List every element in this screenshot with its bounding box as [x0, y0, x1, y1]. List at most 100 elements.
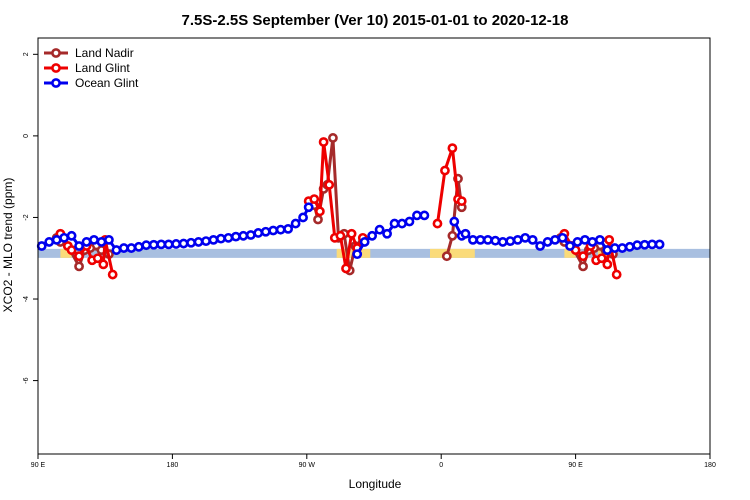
data-point: [565, 241, 575, 251]
data-point: [81, 237, 92, 247]
data-point: [468, 234, 478, 245]
data-point: [44, 237, 55, 247]
legend-label: Land Nadir: [75, 46, 134, 60]
data-point: [66, 230, 77, 241]
data-point: [602, 245, 613, 255]
data-point: [412, 210, 422, 221]
data-point: [163, 239, 174, 250]
data-point: [238, 230, 249, 241]
chart-title: 7.5S-2.5S September (Ver 10) 2015-01-01 …: [182, 12, 569, 29]
data-point: [223, 232, 234, 243]
data-point: [587, 237, 598, 247]
data-point: [104, 234, 114, 245]
data-point: [201, 236, 211, 247]
data-point: [303, 202, 314, 213]
data-point: [482, 234, 493, 245]
x-axis-label: Longitude: [349, 477, 402, 491]
data-point: [245, 230, 256, 240]
data-point: [647, 239, 658, 250]
data-point: [275, 224, 286, 235]
data-point: [419, 210, 430, 221]
data-point: [578, 261, 588, 272]
data-point: [313, 214, 323, 225]
y-tick-label: 0: [23, 134, 30, 138]
legend-marker: [51, 78, 61, 88]
data-point: [92, 253, 103, 264]
x-tick-label: 180: [167, 462, 179, 469]
x-tick-label: 180: [704, 462, 716, 469]
data-point: [346, 228, 357, 239]
data-point: [118, 243, 129, 253]
data-point: [74, 241, 84, 251]
legend-label: Ocean Glint: [75, 76, 139, 90]
data-point: [617, 243, 628, 253]
data-point: [367, 230, 378, 241]
data-point: [141, 240, 152, 251]
data-point: [654, 239, 665, 250]
data-point: [98, 259, 109, 270]
data-point: [449, 216, 460, 227]
data-point: [460, 228, 471, 239]
data-point: [447, 143, 458, 154]
x-tick-label: 90 E: [568, 462, 583, 469]
data-point: [335, 230, 346, 241]
y-tick-label: -6: [23, 377, 30, 383]
series-land-glint: [55, 137, 622, 280]
data-point: [432, 218, 443, 229]
data-point: [441, 251, 452, 262]
data-point: [253, 228, 264, 238]
series-line: [445, 177, 464, 257]
data-point: [456, 196, 467, 207]
data-point: [290, 218, 301, 229]
data-point: [578, 251, 588, 262]
data-point: [505, 236, 516, 247]
data-point: [260, 226, 271, 237]
data-point: [216, 233, 226, 244]
data-point: [126, 243, 137, 253]
data-point: [66, 245, 77, 255]
data-point: [193, 237, 204, 247]
data-point: [208, 234, 219, 245]
data-point: [447, 230, 458, 241]
data-point: [36, 241, 47, 251]
data-point: [230, 231, 241, 242]
data-point: [490, 235, 501, 246]
data-point: [475, 234, 486, 245]
data-point: [133, 241, 144, 252]
data-point: [268, 225, 279, 236]
data-point: [609, 243, 620, 253]
data-point: [186, 237, 196, 248]
data-point: [89, 234, 99, 245]
y-axis-label: XCO2 - MLO trend (ppm): [1, 178, 15, 313]
data-point: [374, 224, 385, 235]
y-tick-label: -4: [23, 296, 30, 302]
data-point: [74, 261, 84, 272]
data-point: [535, 241, 546, 251]
data-point: [324, 179, 335, 190]
data-point: [632, 240, 643, 251]
x-tick-label: 90 W: [299, 462, 316, 469]
data-point: [314, 206, 325, 217]
data-point: [352, 249, 363, 260]
data-point: [542, 237, 553, 247]
data-point: [602, 259, 613, 270]
legend-label: Land Glint: [75, 61, 130, 75]
data-point: [611, 269, 622, 280]
data-point: [580, 234, 590, 245]
data-point: [283, 223, 294, 234]
data-point: [639, 239, 650, 250]
data-point: [440, 165, 450, 176]
x-tick-label: 90 E: [31, 462, 46, 469]
series-ocean-glint: [36, 202, 665, 260]
data-point: [359, 237, 370, 247]
data-point: [527, 234, 538, 245]
data-point: [156, 239, 167, 250]
data-point: [171, 239, 182, 249]
data-point: [74, 251, 84, 262]
data-point: [298, 212, 308, 223]
data-point: [96, 237, 107, 247]
data-point: [341, 263, 351, 274]
data-point: [382, 228, 392, 239]
